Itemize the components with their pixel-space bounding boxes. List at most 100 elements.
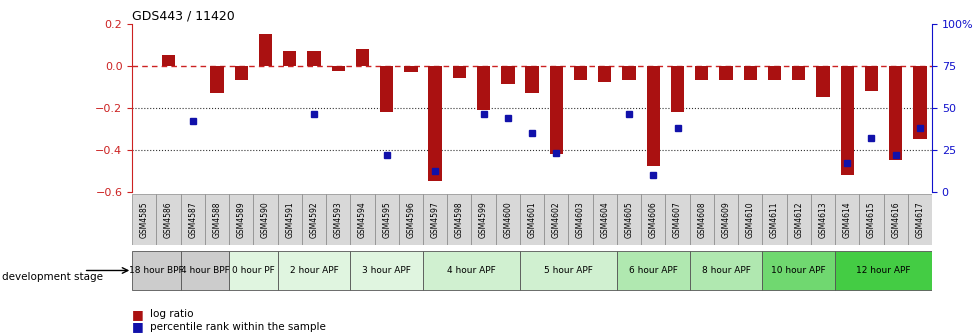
Text: GSM4605: GSM4605 — [624, 201, 633, 238]
Bar — [689, 251, 762, 290]
Text: GSM4602: GSM4602 — [552, 201, 560, 238]
Text: GSM4612: GSM4612 — [793, 202, 802, 238]
Text: GSM4596: GSM4596 — [406, 201, 415, 238]
Bar — [495, 194, 519, 245]
Bar — [422, 194, 447, 245]
Bar — [864, 66, 877, 91]
Text: development stage: development stage — [2, 272, 103, 282]
Bar — [912, 66, 925, 139]
Bar — [161, 55, 175, 66]
Text: GSM4615: GSM4615 — [867, 201, 875, 238]
Bar — [907, 194, 931, 245]
Bar — [592, 194, 616, 245]
Bar — [834, 251, 931, 290]
Text: GSM4593: GSM4593 — [333, 201, 342, 238]
Bar — [810, 194, 834, 245]
Text: GSM4604: GSM4604 — [600, 201, 608, 238]
Bar — [229, 251, 278, 290]
Bar — [834, 194, 859, 245]
Bar — [258, 34, 272, 66]
Text: GSM4603: GSM4603 — [575, 201, 585, 238]
Bar — [428, 66, 441, 181]
Bar — [253, 194, 278, 245]
Bar — [278, 194, 301, 245]
Text: GSM4611: GSM4611 — [769, 202, 778, 238]
Bar — [235, 66, 247, 80]
Text: GSM4588: GSM4588 — [212, 202, 221, 238]
Text: GSM4591: GSM4591 — [285, 201, 294, 238]
Text: 18 hour BPF: 18 hour BPF — [129, 266, 184, 275]
Bar — [452, 66, 466, 78]
Bar — [204, 194, 229, 245]
Text: GSM4589: GSM4589 — [237, 201, 245, 238]
Text: GSM4587: GSM4587 — [188, 201, 197, 238]
Text: percentile rank within the sample: percentile rank within the sample — [150, 322, 326, 332]
Text: GSM4586: GSM4586 — [164, 201, 173, 238]
Bar — [210, 66, 223, 93]
Text: GSM4614: GSM4614 — [842, 201, 851, 238]
Text: GSM4597: GSM4597 — [430, 201, 439, 238]
Text: 5 hour APF: 5 hour APF — [544, 266, 593, 275]
Bar — [229, 194, 253, 245]
Bar — [670, 66, 684, 112]
Bar — [544, 194, 568, 245]
Text: GSM4613: GSM4613 — [818, 201, 826, 238]
Bar — [375, 194, 398, 245]
Text: ■: ■ — [132, 320, 144, 333]
Text: 2 hour APF: 2 hour APF — [289, 266, 338, 275]
Text: 12 hour APF: 12 hour APF — [856, 266, 910, 275]
Text: log ratio: log ratio — [150, 309, 193, 319]
Bar — [156, 194, 181, 245]
Text: GSM4594: GSM4594 — [358, 201, 367, 238]
Bar — [641, 194, 665, 245]
Text: GSM4606: GSM4606 — [648, 201, 657, 238]
Bar — [816, 66, 828, 97]
Bar — [501, 66, 514, 84]
Bar — [665, 194, 689, 245]
Text: GSM4617: GSM4617 — [914, 201, 923, 238]
Bar — [181, 251, 229, 290]
Bar — [791, 66, 805, 80]
Bar — [622, 66, 635, 80]
Text: GSM4601: GSM4601 — [527, 201, 536, 238]
Bar — [719, 66, 732, 80]
Text: 10 hour APF: 10 hour APF — [771, 266, 825, 275]
Bar — [519, 251, 616, 290]
Text: ■: ■ — [132, 308, 144, 321]
Text: GSM4585: GSM4585 — [140, 201, 149, 238]
Bar — [398, 194, 422, 245]
Bar — [283, 51, 296, 66]
Bar — [379, 66, 393, 112]
Bar — [307, 51, 320, 66]
Text: 4 hour BPF: 4 hour BPF — [180, 266, 229, 275]
Text: GSM4616: GSM4616 — [890, 201, 899, 238]
Bar — [645, 66, 659, 166]
Bar — [525, 66, 538, 93]
Text: GSM4609: GSM4609 — [721, 201, 730, 238]
Bar — [350, 251, 422, 290]
Bar — [549, 66, 562, 154]
Bar — [598, 66, 611, 82]
Text: GSM4600: GSM4600 — [503, 201, 511, 238]
Text: GSM4595: GSM4595 — [381, 201, 391, 238]
Bar — [573, 66, 587, 80]
Bar — [404, 66, 418, 72]
Bar — [616, 251, 689, 290]
Bar — [882, 194, 907, 245]
Text: 4 hour APF: 4 hour APF — [447, 266, 496, 275]
Bar — [519, 194, 544, 245]
Bar — [767, 66, 780, 80]
Text: GSM4598: GSM4598 — [455, 201, 464, 238]
Bar — [694, 66, 708, 80]
Bar — [447, 194, 471, 245]
Text: 3 hour APF: 3 hour APF — [362, 266, 411, 275]
Bar — [737, 194, 762, 245]
Text: GSM4599: GSM4599 — [478, 201, 488, 238]
Bar — [713, 194, 737, 245]
Bar — [840, 66, 853, 175]
Bar — [616, 194, 641, 245]
Bar — [326, 194, 350, 245]
Bar — [762, 194, 785, 245]
Bar — [743, 66, 756, 80]
Text: GSM4608: GSM4608 — [696, 201, 705, 238]
